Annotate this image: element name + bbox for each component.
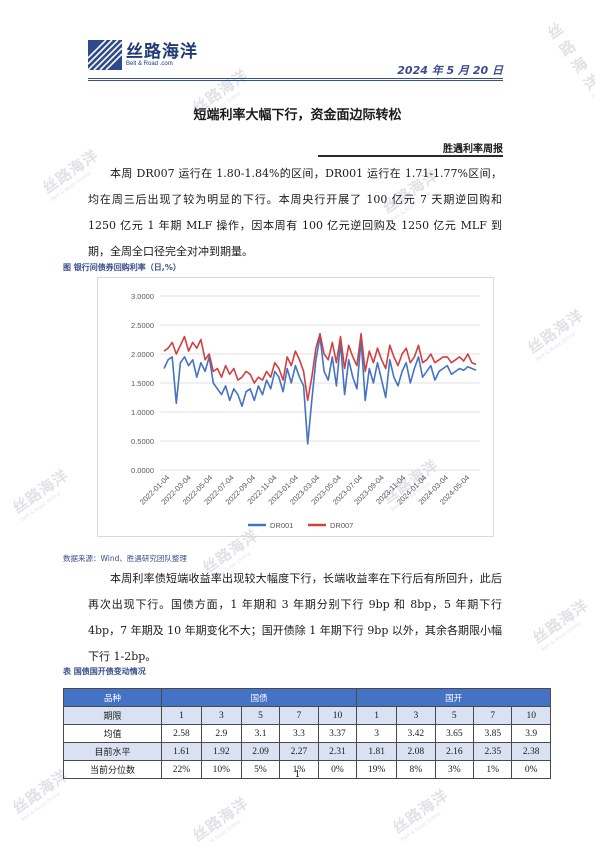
table-cell: 3.65 [434, 724, 475, 743]
table-cell: 2.58 [161, 724, 202, 743]
table-period-cell: 7 [473, 706, 513, 725]
table-period-cell: 7 [279, 706, 319, 725]
y-tick-label: 0.5000 [131, 437, 154, 446]
table-row: 均值 2.58 2.9 3.1 3.3 3.37 3 3.42 3.65 3.85 3.9 [63, 724, 551, 743]
y-tick-label: 3.0000 [131, 292, 154, 301]
table-cell: 2.16 [434, 742, 475, 761]
table-cell: 2.08 [396, 742, 436, 761]
page-title: 短端利率大幅下行，资金面边际转松 [193, 108, 402, 123]
table-cell: 3% [434, 760, 475, 779]
series-line-dr001 [163, 335, 477, 445]
y-tick-label: 1.5000 [131, 379, 154, 388]
legend-label: DR001 [270, 521, 293, 530]
bond-yield-table: 品种 国债 国开 期限 1 3 5 7 10 1 3 5 7 10 均值 2.58 2.9 3.1 3.3… [63, 688, 551, 779]
table-row-label: 均值 [63, 724, 162, 743]
table-cell: 1.81 [356, 742, 398, 761]
company-logo: 丝路海洋 Belt & Road .com [88, 40, 198, 70]
table-row-label: 目前水平 [63, 742, 162, 761]
repo-rate-chart-svg: 0.0000 0.5000 1.0000 1.5000 2.0000 2.5000 3.00… [131, 292, 480, 530]
table-cell: 1.92 [200, 742, 242, 761]
table-cell: 0% [511, 760, 551, 779]
table-period-cell: 5 [240, 706, 281, 725]
table-header-cdb: 国开 [356, 688, 551, 707]
table-cell: 3.3 [279, 724, 319, 743]
table-cell: 2.27 [279, 742, 319, 761]
y-tick-label: 0.0000 [131, 466, 154, 475]
paragraph-money-market: 本周 DR007 运行在 1.80-1.84%的区间，DR001 运行在 1.7… [88, 167, 502, 258]
y-tick-label: 1.0000 [131, 408, 154, 417]
report-series-name: 胜遇利率周报 [443, 144, 503, 155]
table-row: 当前分位数 22% 10% 5% 1% 0% 19% 8% 3% 1% 0% [63, 760, 551, 779]
table-cell: 3.42 [396, 724, 436, 743]
data-source: 数据来源：Wind、胜遇研究团队整理 [63, 554, 187, 563]
logo-text-en: Belt & Road .com [126, 61, 173, 67]
table-cell: 3.1 [240, 724, 281, 743]
table-period-cell: 5 [434, 706, 475, 725]
table-cell: 3.9 [511, 724, 551, 743]
legend-label: DR007 [330, 521, 353, 530]
y-tick-label: 2.0000 [131, 350, 154, 359]
series-line-dr007 [163, 332, 477, 402]
table-header-row: 品种 国债 国开 [63, 688, 551, 707]
table-cell: 10% [200, 760, 242, 779]
table-period-row: 期限 1 3 5 7 10 1 3 5 7 10 [63, 706, 551, 725]
table-row-label: 当前分位数 [63, 760, 162, 779]
logo-mark-icon [88, 40, 122, 70]
table-caption: 表 国债国开债变动情况 [63, 667, 146, 676]
table-period-cell: 10 [511, 706, 551, 725]
table-period-cell: 10 [317, 706, 358, 725]
table-period-cell: 1 [161, 706, 202, 725]
y-tick-label: 2.5000 [131, 321, 154, 330]
page-number: 1 [294, 770, 301, 780]
table-cell: 0% [317, 760, 358, 779]
table-header-treasury: 国债 [160, 688, 358, 707]
table-cell: 2.31 [317, 742, 358, 761]
table-cell: 3.85 [473, 724, 513, 743]
table-period-cell: 1 [356, 706, 398, 725]
figure-caption: 图 银行间债券回购利率（日,%） [63, 263, 181, 272]
table-cell: 3 [356, 724, 398, 743]
table-cell: 2.9 [200, 724, 242, 743]
table-cell: 2.35 [473, 742, 513, 761]
header-rule [88, 78, 503, 79]
table-cell: 1.61 [161, 742, 202, 761]
table-row: 目前水平 1.61 1.92 2.09 2.27 2.31 1.81 2.08 2.16 2.35… [63, 742, 551, 761]
paragraph-yield-curve: 本周利率债短端收益率出现较大幅度下行，长端收益率在下行后有所回升，此后再次出现下… [88, 572, 502, 663]
table-period-cell: 3 [200, 706, 242, 725]
header-rule-secondary [88, 80, 503, 81]
table-period-cell: 3 [396, 706, 436, 725]
table-period-label: 期限 [63, 706, 162, 725]
table-cell: 1% [473, 760, 513, 779]
table-cell: 2.38 [511, 742, 551, 761]
repo-rate-chart: 0.0000 0.5000 1.0000 1.5000 2.0000 2.5000 3.00… [97, 277, 494, 537]
logo-text-zh: 丝路海洋 [126, 42, 198, 62]
report-date: 2024 年 5 月 20 日 [397, 64, 503, 77]
subtitle-rule [318, 155, 503, 157]
table-cell: 3.37 [317, 724, 358, 743]
table-header-variety: 品种 [63, 688, 162, 707]
table-cell: 2.09 [240, 742, 281, 761]
